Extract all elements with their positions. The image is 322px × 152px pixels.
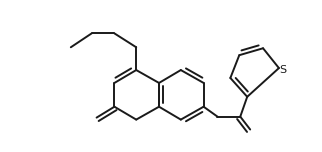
Text: S: S — [279, 65, 287, 75]
